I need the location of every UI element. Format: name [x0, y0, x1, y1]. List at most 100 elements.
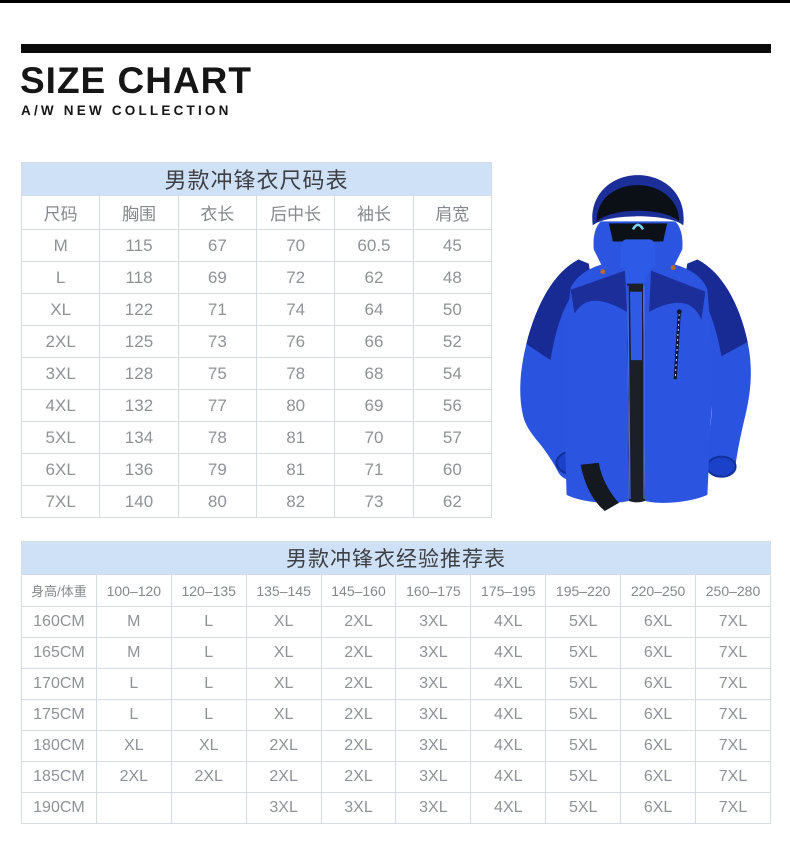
table-cell: 4XL [20, 389, 101, 422]
table-row: 170CM L L XL 2XL 3XL 4XL 5XL 6XL 7XL [21, 668, 771, 700]
table-cell: 7XL [20, 485, 101, 518]
table-cell: 2XL [170, 761, 247, 793]
table-row: 7XL 140 80 82 73 62 [20, 485, 493, 518]
table-cell: 132 [99, 389, 179, 422]
table-cell: L [170, 699, 247, 731]
table-cell: 2XL [245, 730, 322, 762]
table-cell: 6XL [620, 730, 697, 762]
table-row: 6XL 136 79 81 71 60 [20, 453, 493, 486]
table-cell: 122 [99, 293, 179, 326]
table-cell: 6XL [620, 792, 697, 824]
page-subtitle: A/W NEW COLLECTION [21, 103, 232, 118]
column-header: 衣长 [177, 195, 257, 230]
table-cell: 5XL [545, 668, 622, 700]
table-cell: 57 [412, 421, 493, 454]
table-cell: 7XL [695, 606, 771, 638]
table-title: 男款冲锋衣尺码表 [21, 162, 492, 196]
table-cell: 62 [412, 485, 493, 518]
column-header: 135–145 [245, 574, 322, 607]
table-row: XL 122 71 74 64 50 [20, 293, 493, 326]
table-cell: 69 [334, 389, 414, 422]
table-cell: 5XL [545, 699, 622, 731]
table-cell: 4XL [470, 606, 547, 638]
column-header: 身高/体重 [21, 574, 97, 607]
table-cell: M [95, 637, 172, 669]
table-cell: 128 [99, 357, 179, 390]
table-cell: 68 [334, 357, 414, 390]
table-cell: M [20, 229, 101, 262]
table-cell: XL [245, 606, 322, 638]
table-cell: 7XL [695, 699, 771, 731]
table-cell: L [95, 699, 172, 731]
table-cell: 165CM [21, 637, 97, 669]
table-cell: 78 [177, 421, 257, 454]
column-header: 尺码 [20, 195, 101, 230]
table-cell: XL [170, 730, 247, 762]
table-cell: 3XL [395, 699, 472, 731]
table-cell: 7XL [695, 792, 771, 824]
column-header: 胸围 [99, 195, 179, 230]
table-cell: L [170, 668, 247, 700]
brand-bar [21, 44, 771, 53]
table-cell: 73 [177, 325, 257, 358]
table-cell: 5XL [545, 637, 622, 669]
table-row: 5XL 134 78 81 70 57 [20, 421, 493, 454]
table-cell: 60.5 [334, 229, 414, 262]
table-cell: 66 [334, 325, 414, 358]
table-cell: 4XL [470, 730, 547, 762]
table-cell [170, 792, 247, 824]
table-cell: 54 [412, 357, 493, 390]
table-cell: 62 [334, 261, 414, 294]
table-cell: 78 [255, 357, 336, 390]
column-header: 145–160 [320, 574, 397, 607]
table-cell: 2XL [320, 637, 397, 669]
table-cell: 2XL [320, 699, 397, 731]
table-cell: 140 [99, 485, 179, 518]
table-row: 180CM XL XL 2XL 2XL 3XL 4XL 5XL 6XL 7XL [21, 730, 771, 762]
table-cell: 71 [334, 453, 414, 486]
table-cell: 4XL [470, 699, 547, 731]
table-cell: 5XL [545, 792, 622, 824]
table-cell: L [20, 261, 101, 294]
table-cell: 2XL [245, 761, 322, 793]
table-cell: 80 [255, 389, 336, 422]
table-cell: 3XL [20, 357, 101, 390]
table-cell: 4XL [470, 792, 547, 824]
table-cell: 6XL [620, 668, 697, 700]
table-cell: 80 [177, 485, 257, 518]
table-cell: 7XL [695, 761, 771, 793]
table-cell: 2XL [320, 761, 397, 793]
table-cell: 5XL [545, 606, 622, 638]
table-cell: 75 [177, 357, 257, 390]
table-cell: XL [95, 730, 172, 762]
table-cell: 82 [255, 485, 336, 518]
recommendation-table: 男款冲锋衣经验推荐表 身高/体重 100–120 120–135 135–145 145–… [21, 541, 771, 824]
table-cell: 180CM [21, 730, 97, 762]
column-header: 175–195 [470, 574, 547, 607]
table-cell: 3XL [395, 792, 472, 824]
table-cell: 3XL [395, 730, 472, 762]
table-cell: 56 [412, 389, 493, 422]
table-cell: 45 [412, 229, 493, 262]
table-cell: 6XL [20, 453, 101, 486]
table-cell: 70 [334, 421, 414, 454]
table-cell: 170CM [21, 668, 97, 700]
table-cell: 175CM [21, 699, 97, 731]
table-cell: 6XL [620, 637, 697, 669]
table-cell: L [95, 668, 172, 700]
table-cell: 2XL [20, 325, 101, 358]
table-cell: 48 [412, 261, 493, 294]
column-header: 160–175 [395, 574, 472, 607]
table-cell: 134 [99, 421, 179, 454]
table-row: M 115 67 70 60.5 45 [20, 229, 493, 262]
table-cell: XL [245, 699, 322, 731]
table-cell: 118 [99, 261, 179, 294]
table-cell: 79 [177, 453, 257, 486]
table-cell: 7XL [695, 668, 771, 700]
table-cell: 2XL [95, 761, 172, 793]
table-cell: 81 [255, 453, 336, 486]
table-cell: 3XL [395, 668, 472, 700]
table-row: 185CM 2XL 2XL 2XL 2XL 3XL 4XL 5XL 6XL 7XL [21, 761, 771, 793]
table-row: 190CM 3XL 3XL 3XL 4XL 5XL 6XL 7XL [21, 792, 771, 824]
